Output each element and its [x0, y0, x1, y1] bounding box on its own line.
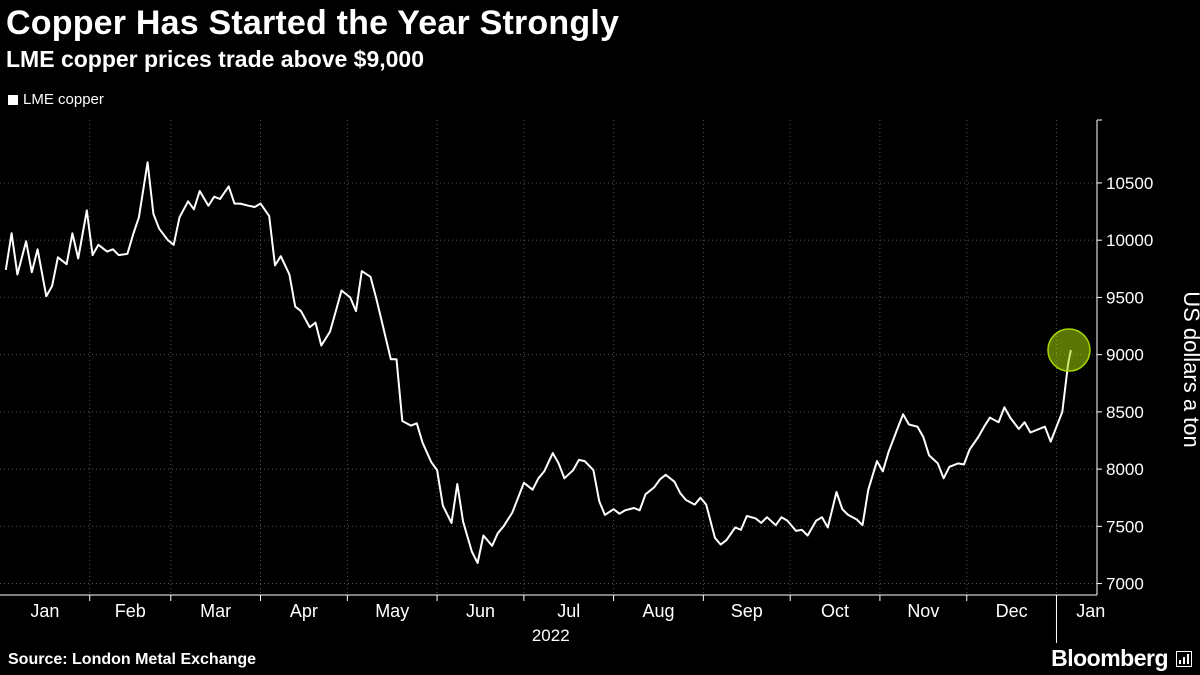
x-axis: Jan Feb Mar Apr May Jun Jul Aug Sep Oct Nov Dec Jan: [0, 594, 1105, 643]
brand: Bloomberg: [1051, 645, 1192, 672]
y-tick-label: 10500: [1106, 174, 1153, 193]
chart-icon: [1176, 650, 1192, 667]
x-tick-label: Jan: [1076, 601, 1105, 621]
x-tick-label: Jul: [557, 601, 580, 621]
y-tick-label: 8500: [1106, 403, 1144, 422]
x-tick-label: Apr: [290, 601, 318, 621]
y-tick-label: 8000: [1106, 460, 1144, 479]
x-tick-label: Jun: [466, 601, 495, 621]
legend-label: LME copper: [23, 91, 104, 108]
grid: [0, 120, 1097, 595]
y-tick-label: 7000: [1106, 575, 1144, 594]
x-tick-label: Oct: [821, 601, 849, 621]
chart-subtitle: LME copper prices trade above $9,000: [6, 46, 425, 72]
x-tick-label: Sep: [731, 601, 763, 621]
chart-title: Copper Has Started the Year Strongly: [6, 4, 620, 42]
latest-price-highlight: [1047, 328, 1091, 372]
y-axis: 7000 7500 8000 8500 9000 9500 10000 10500: [1096, 119, 1153, 595]
y-axis-label: US dollars a ton: [1179, 291, 1200, 448]
x-tick-label: Nov: [907, 601, 939, 621]
y-tick-label: 9500: [1106, 288, 1144, 307]
x-tick-label: Mar: [200, 601, 231, 621]
source-note: Source: London Metal Exchange: [8, 651, 257, 668]
series-line-lme-copper: [4, 161, 1072, 564]
x-tick-label: Aug: [642, 601, 674, 621]
x-tick-label: May: [375, 601, 409, 621]
x-tick-label: Jan: [30, 601, 59, 621]
legend-swatch: [8, 94, 18, 105]
y-tick-label: 7500: [1106, 517, 1144, 536]
year-label: 2022: [532, 626, 570, 645]
bloomberg-logo: Bloomberg: [1051, 645, 1168, 671]
legend: LME copper: [8, 91, 104, 108]
y-tick-label: 10000: [1106, 231, 1153, 250]
x-tick-label: Feb: [115, 601, 146, 621]
y-tick-label: 9000: [1106, 346, 1144, 365]
x-tick-label: Dec: [996, 601, 1028, 621]
